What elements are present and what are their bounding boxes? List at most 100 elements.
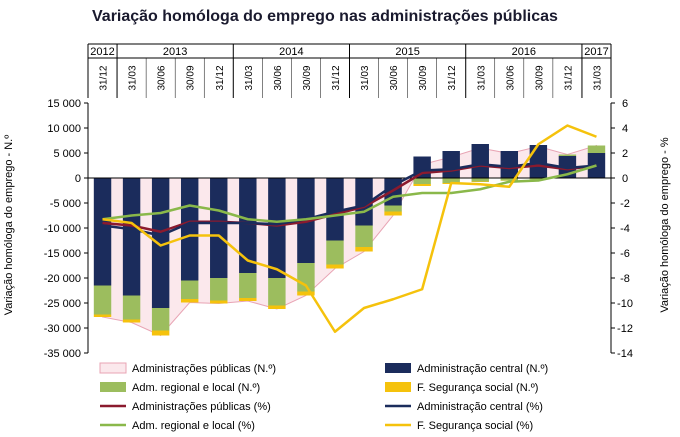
bar-seguranca-social-5	[239, 298, 257, 301]
year-label-2012: 2012	[90, 46, 114, 58]
bar-seguranca-social-2	[151, 330, 170, 336]
axes-layer: 15 000 10 000 5 000 0 -5 000 -10 000 -15 000 -2…	[44, 98, 633, 360]
category-label-15: 30/09	[534, 65, 545, 90]
chart-title: Variação homóloga do emprego nas adminis…	[92, 8, 558, 25]
y-right-tick-label: 0	[622, 173, 628, 185]
category-label-5: 31/03	[244, 65, 255, 90]
bar-seguranca-social-8	[326, 264, 344, 269]
category-label-9: 31/03	[360, 65, 371, 90]
y-right-tick-label: -8	[620, 273, 630, 285]
y-axis-left-title: Variação homóloga do emprego - N.º	[3, 135, 15, 316]
bar-seguranca-social-4	[210, 300, 228, 304]
bar-adm-regional-local-15	[529, 178, 548, 180]
legend-item-4-label: Administrações públicas (%)	[132, 401, 271, 413]
legend-item-5-label: Administração central (%)	[417, 401, 543, 413]
legend-item-1-label: Administração central (N.º)	[417, 363, 548, 375]
category-label-4: 31/12	[215, 65, 226, 90]
y-left-tick-label: -25 000	[44, 298, 81, 310]
category-label-3: 30/09	[186, 65, 197, 90]
bar-adm-central-6	[268, 178, 286, 278]
category-label-14: 30/06	[505, 65, 516, 90]
category-label-7: 30/09	[302, 65, 313, 90]
year-label-2013: 2013	[163, 46, 187, 58]
bar-adm-central-8	[326, 178, 344, 241]
category-header: 2012 2013 2014 2015 2016 2017 31/12 31/03 30/06 3…	[87, 43, 612, 98]
bar-seguranca-social-3	[180, 299, 199, 303]
y-left-tick-label: 10 000	[47, 123, 81, 135]
bar-seguranca-social-9	[355, 247, 373, 252]
legend-item-2-label: Adm. regional e local (N.º)	[132, 382, 260, 394]
bar-adm-regional-local-12	[442, 178, 460, 183]
y-right-tick-label: -12	[617, 323, 633, 335]
bar-adm-central-2	[151, 178, 170, 308]
legend-item-2-swatch	[100, 382, 126, 392]
bar-seguranca-social-11	[413, 184, 431, 186]
y-right-tick-label: 2	[622, 148, 628, 160]
y-left-tick-label: -10 000	[44, 223, 81, 235]
y-right-tick-label: -14	[617, 348, 633, 360]
category-label-11: 30/09	[418, 65, 429, 90]
year-label-2014: 2014	[279, 46, 303, 58]
bar-adm-regional-local-10	[384, 205, 402, 212]
bar-seguranca-social-7	[297, 291, 315, 296]
bar-adm-regional-local-16	[558, 154, 577, 156]
category-label-8: 31/12	[331, 65, 342, 90]
bar-adm-regional-local-0	[93, 285, 112, 315]
y-left-tick-label: -15 000	[44, 248, 81, 260]
bar-adm-regional-local-2	[151, 308, 170, 331]
bar-adm-central-9	[355, 178, 373, 226]
line-seguranca-social-pct	[102, 124, 597, 333]
bar-adm-central-14	[500, 151, 519, 178]
legend-item-3-label: F. Segurança social (N.º)	[417, 382, 538, 394]
legend-item-0-swatch	[99, 362, 127, 374]
y-left-tick-label: 0	[75, 173, 81, 185]
bar-adm-central-12	[442, 151, 460, 178]
y-right-tick-label: -2	[620, 198, 630, 210]
bar-adm-central-1	[122, 178, 141, 296]
y-left-tick-label: -5 000	[50, 198, 81, 210]
y-right-tick-label: -6	[620, 248, 630, 260]
year-label-2016: 2016	[512, 46, 536, 58]
legend-item-3-swatch	[385, 382, 411, 392]
y-left-tick-label: -20 000	[44, 273, 81, 285]
bar-adm-regional-local-3	[180, 280, 199, 299]
category-label-13: 31/03	[476, 65, 487, 90]
y-right-tick-label: 6	[622, 98, 628, 110]
category-label-12: 31/12	[447, 65, 458, 90]
bar-adm-regional-local-5	[239, 273, 257, 298]
y-right-tick-label: -10	[617, 298, 633, 310]
bar-adm-central-4	[210, 178, 228, 278]
bar-adm-regional-local-17	[587, 145, 606, 153]
bar-adm-regional-local-1	[122, 295, 141, 320]
y-left-tick-label: 5 000	[53, 148, 81, 160]
bar-seguranca-social-1	[122, 319, 141, 323]
bar-adm-regional-local-11	[413, 178, 431, 184]
year-label-2017: 2017	[584, 46, 608, 58]
bar-adm-regional-local-8	[326, 240, 344, 265]
y-left-tick-label: -35 000	[44, 348, 81, 360]
category-label-17: 31/03	[592, 65, 603, 90]
y-left-tick-label: 15 000	[47, 98, 81, 110]
legend-item-0-label: Administrações públicas (N.º)	[132, 363, 276, 375]
bar-adm-regional-local-4	[210, 278, 228, 301]
bar-adm-central-13	[471, 144, 489, 178]
bar-adm-central-15	[529, 145, 548, 178]
y-right-tick-label: 4	[622, 123, 628, 135]
category-label-16: 31/12	[563, 65, 574, 90]
legend: Administrações públicas (N.º) Administraç…	[99, 362, 548, 432]
legend-item-6-label: Adm. regional e local (%)	[132, 420, 255, 432]
legend-item-1-swatch	[385, 363, 411, 373]
bar-adm-regional-local-6	[268, 278, 286, 306]
y-axis-right-title: Variação homóloga do emprego - %	[659, 137, 671, 313]
line-administracoes-publicas-pct	[102, 164, 597, 233]
year-label-2015: 2015	[395, 46, 419, 58]
bar-adm-central-0	[93, 178, 112, 286]
bar-adm-central-3	[180, 178, 199, 281]
legend-item-7-label: F. Segurança social (%)	[417, 420, 533, 432]
category-label-2: 30/06	[157, 65, 168, 90]
bar-seguranca-social-6	[268, 305, 286, 309]
lines-layer	[102, 124, 597, 333]
category-label-1: 31/03	[128, 65, 139, 90]
